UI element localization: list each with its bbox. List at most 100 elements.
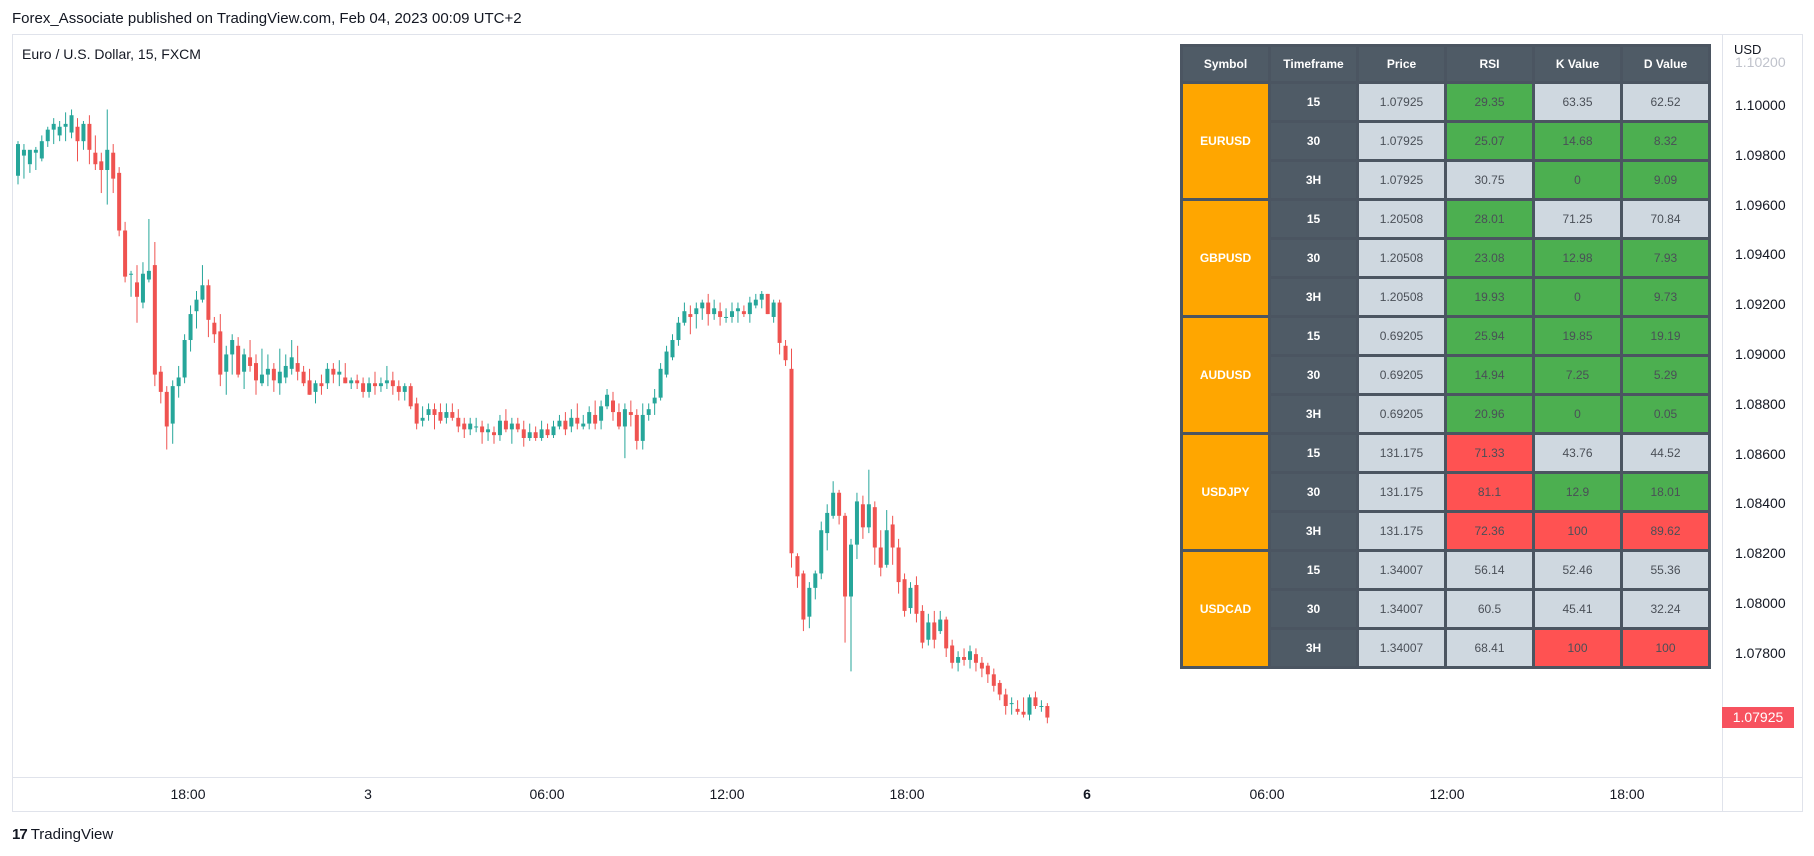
candle bbox=[402, 383, 407, 401]
candle bbox=[950, 639, 955, 669]
candle-body bbox=[1009, 703, 1014, 705]
k-value-cell: 52.46 bbox=[1535, 552, 1620, 588]
candle-body bbox=[396, 386, 401, 392]
candle-body bbox=[825, 512, 830, 534]
symbol-title[interactable]: Euro / U.S. Dollar, 15, FXCM bbox=[22, 46, 201, 62]
candle bbox=[140, 262, 145, 309]
price-axis-partial-label: 1.10200 bbox=[1735, 54, 1786, 70]
candle-body bbox=[878, 547, 883, 568]
price-axis-label: 1.10000 bbox=[1735, 97, 1786, 113]
price-cell: 0.69205 bbox=[1359, 357, 1444, 393]
candle bbox=[646, 403, 651, 421]
table-row: 3H 131.175 72.36 100 89.62 bbox=[1183, 513, 1708, 549]
symbol-cell: EURUSD bbox=[1183, 84, 1268, 198]
candle bbox=[741, 305, 746, 317]
candle bbox=[57, 121, 62, 142]
candle-body bbox=[236, 345, 241, 375]
timeframe-cell: 30 bbox=[1271, 474, 1356, 510]
candle bbox=[1015, 700, 1020, 715]
candle bbox=[200, 265, 205, 303]
column-header: Timeframe bbox=[1271, 47, 1356, 81]
candle bbox=[265, 354, 270, 387]
candle-body bbox=[551, 426, 556, 436]
candle bbox=[33, 146, 38, 170]
candle-body bbox=[313, 383, 318, 392]
candle bbox=[182, 334, 187, 384]
table-header-row: Symbol Timeframe Price RSI K Value D Value bbox=[1183, 47, 1708, 81]
candle-body bbox=[93, 152, 98, 165]
candle-body bbox=[271, 368, 276, 381]
candlestick-chart[interactable] bbox=[12, 34, 1722, 777]
candle-body bbox=[777, 302, 782, 343]
candle bbox=[688, 305, 693, 335]
candle bbox=[973, 648, 978, 672]
k-value-cell: 43.76 bbox=[1535, 435, 1620, 471]
candle bbox=[414, 397, 419, 430]
candle-body bbox=[468, 423, 473, 430]
candle bbox=[605, 389, 610, 410]
timeframe-cell: 30 bbox=[1271, 123, 1356, 159]
candle-body bbox=[480, 426, 485, 433]
candle-body bbox=[248, 357, 253, 366]
table-row: GBPUSD 15 1.20508 28.01 71.25 70.84 bbox=[1183, 201, 1708, 315]
candle-body bbox=[771, 302, 776, 317]
candle-body bbox=[146, 270, 151, 280]
candle bbox=[837, 489, 842, 525]
candle-body bbox=[593, 414, 598, 424]
candle-body bbox=[801, 573, 806, 620]
candle-body bbox=[1021, 711, 1026, 715]
candle-body bbox=[45, 129, 50, 142]
d-value-cell: 70.84 bbox=[1623, 201, 1708, 237]
candle-body bbox=[99, 161, 104, 170]
candle bbox=[908, 582, 913, 614]
candle bbox=[926, 613, 931, 646]
price-cell: 131.175 bbox=[1359, 474, 1444, 510]
tradingview-logo-text: TradingView bbox=[30, 826, 114, 843]
d-value-cell: 9.73 bbox=[1623, 279, 1708, 315]
candle bbox=[331, 363, 336, 384]
price-cell: 0.69205 bbox=[1359, 396, 1444, 432]
candle-body bbox=[349, 380, 354, 384]
price-cell: 0.69205 bbox=[1359, 318, 1444, 354]
candle bbox=[343, 363, 348, 384]
candle bbox=[783, 340, 788, 366]
candle-body bbox=[69, 115, 74, 133]
candle bbox=[69, 109, 74, 139]
candle bbox=[676, 316, 681, 346]
currency-label[interactable]: USD bbox=[1734, 42, 1762, 57]
candle bbox=[497, 414, 502, 441]
candle-body bbox=[212, 322, 217, 335]
rsi-cell: 23.08 bbox=[1447, 240, 1532, 276]
candle-body bbox=[527, 432, 532, 438]
candle-body bbox=[420, 417, 425, 421]
candle bbox=[242, 348, 247, 390]
candle bbox=[367, 377, 372, 398]
candle-body bbox=[741, 311, 746, 315]
candle bbox=[1021, 697, 1026, 718]
timeframe-cell: 15 bbox=[1271, 435, 1356, 471]
price-axis-label: 1.09800 bbox=[1735, 146, 1786, 163]
candle-body bbox=[979, 662, 984, 669]
chart-canvas[interactable] bbox=[12, 34, 1722, 777]
candle-body bbox=[295, 363, 300, 372]
rsi-cell: 29.35 bbox=[1447, 84, 1532, 120]
candle bbox=[527, 423, 532, 441]
k-value-cell: 12.9 bbox=[1535, 474, 1620, 510]
candle-body bbox=[700, 302, 705, 309]
candle-body bbox=[819, 530, 824, 574]
candle bbox=[349, 377, 354, 390]
d-value-cell: 0.05 bbox=[1623, 396, 1708, 432]
price-axis-label: 1.08200 bbox=[1735, 545, 1786, 562]
tradingview-logo[interactable]: 17 TradingView bbox=[12, 826, 113, 843]
k-value-cell: 14.68 bbox=[1535, 123, 1620, 159]
timeframe-cell: 30 bbox=[1271, 591, 1356, 627]
candle-body bbox=[123, 230, 128, 277]
candle bbox=[843, 512, 848, 643]
candle-body bbox=[456, 417, 461, 427]
candle bbox=[545, 423, 550, 438]
candle-body bbox=[1027, 697, 1032, 715]
candle-body bbox=[866, 504, 871, 528]
candle-body bbox=[224, 354, 229, 372]
candle-body bbox=[581, 423, 586, 427]
candle-body bbox=[81, 123, 86, 142]
